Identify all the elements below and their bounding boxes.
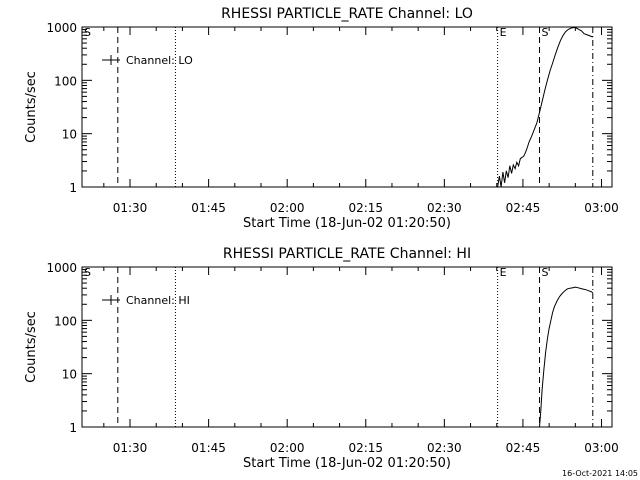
x-tick-label: 03:00 [584, 201, 619, 215]
series-line-0 [539, 286, 594, 428]
x-tick-label: 01:30 [113, 201, 148, 215]
chart-title: RHESSI PARTICLE_RATE Channel: LO [221, 6, 473, 22]
event-marker-label: S [542, 26, 549, 39]
x-tick-label: 01:30 [113, 441, 148, 455]
y-tick-label: 10 [62, 368, 77, 382]
event-marker-label: E [500, 26, 507, 39]
x-tick-label: 01:45 [191, 201, 226, 215]
y-axis-label: Counts/sec [24, 311, 39, 383]
x-tick-label: 02:15 [348, 201, 383, 215]
event-marker-label: S [84, 26, 91, 39]
x-tick-label: 01:45 [191, 441, 226, 455]
panel-1: RHESSI PARTICLE_RATE Channel: HI 01:30 01:… [24, 246, 619, 471]
y-tick-label: 1000 [46, 21, 77, 35]
panel-0: RHESSI PARTICLE_RATE Channel: LO 01:30 01:… [24, 6, 619, 231]
legend-label: Channel: HI [126, 294, 190, 307]
x-tick-label: 02:30 [427, 441, 462, 455]
event-marker-label: S [84, 266, 91, 279]
y-tick-label: 1 [69, 181, 77, 195]
chart-title: RHESSI PARTICLE_RATE Channel: HI [223, 246, 471, 262]
y-tick-label: 100 [54, 74, 77, 88]
x-axis-label: Start Time (18-Jun-02 01:20:50) [243, 216, 451, 231]
legend-label: Channel: LO [126, 54, 193, 67]
x-tick-label: 02:00 [270, 441, 305, 455]
x-tick-label: 02:15 [348, 441, 383, 455]
y-tick-label: 1000 [46, 261, 77, 275]
x-tick-label: 02:00 [270, 201, 305, 215]
series-line-0 [497, 26, 593, 188]
plot-frame [81, 266, 613, 428]
x-axis-label: Start Time (18-Jun-02 01:20:50) [243, 456, 451, 471]
x-tick-label: 02:30 [427, 201, 462, 215]
event-marker-label: S [542, 266, 549, 279]
plot-frame [81, 26, 613, 188]
y-tick-label: 100 [54, 314, 77, 328]
x-tick-label: 03:00 [584, 441, 619, 455]
x-tick-label: 02:45 [506, 201, 541, 215]
y-axis-label: Counts/sec [24, 71, 39, 143]
y-tick-label: 10 [62, 128, 77, 142]
date-stamp: 16-Oct-2021 14:05 [562, 469, 638, 478]
event-marker-label: E [500, 266, 507, 279]
y-tick-label: 1 [69, 421, 77, 435]
x-tick-label: 02:45 [506, 441, 541, 455]
